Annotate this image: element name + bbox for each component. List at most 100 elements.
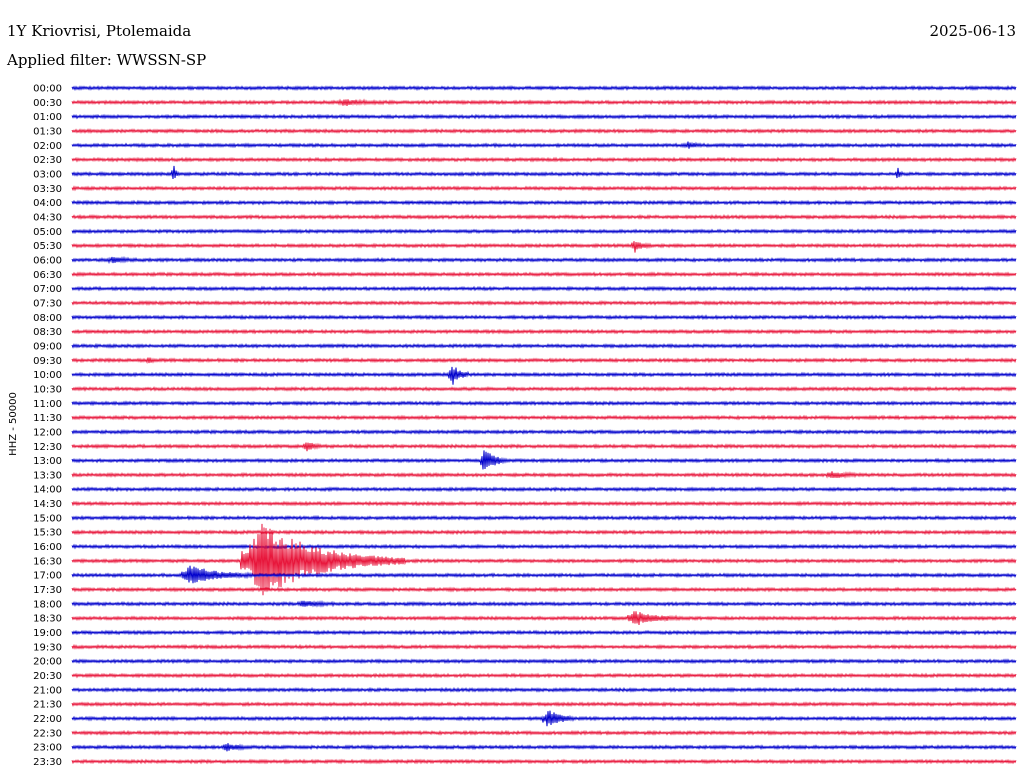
trace-0130: [71, 128, 1017, 135]
trace-2230: [71, 729, 1017, 736]
time-tick-label: 00:30: [33, 98, 62, 109]
time-tick-label: 19:00: [33, 628, 62, 639]
trace-1100: [71, 400, 1017, 407]
trace-0930: [71, 357, 1017, 364]
y-axis-label: HHZ - 50000: [8, 392, 19, 456]
trace-0900: [71, 342, 1017, 349]
time-tick-label: 23:30: [33, 757, 62, 768]
trace-1000: [71, 366, 1017, 385]
time-tick-label: 19:30: [33, 642, 62, 653]
trace-1330: [71, 471, 1017, 479]
time-tick-label: 16:30: [33, 556, 62, 567]
trace-1500: [71, 514, 1017, 521]
trace-2000: [71, 658, 1017, 665]
trace-0630: [71, 271, 1017, 278]
trace-0500: [71, 228, 1017, 235]
time-tick-label: 20:00: [33, 657, 62, 668]
trace-1030: [71, 386, 1017, 392]
time-tick-label: 21:30: [33, 700, 62, 711]
trace-0430: [71, 213, 1017, 221]
time-tick-label: 02:30: [33, 155, 62, 166]
time-tick-label: 06:30: [33, 270, 62, 281]
time-tick-label: 01:30: [33, 126, 62, 137]
time-tick-label: 04:30: [33, 212, 62, 223]
time-tick-label: 07:00: [33, 284, 62, 295]
trace-0100: [71, 113, 1017, 120]
time-tick-label: 11:30: [33, 413, 62, 424]
time-tick-label: 08:00: [33, 313, 62, 324]
time-tick-label: 06:00: [33, 255, 62, 266]
trace-0400: [71, 199, 1017, 206]
time-tick-label: 14:00: [33, 485, 62, 496]
station-title: 1Y Kriovrisi, Ptolemaida: [7, 22, 191, 40]
trace-0800: [71, 314, 1017, 321]
date-label: 2025-06-13: [930, 22, 1016, 40]
time-tick-label: 10:30: [33, 384, 62, 395]
trace-0330: [71, 185, 1017, 192]
time-tick-label: 05:30: [33, 241, 62, 252]
trace-1600: [71, 543, 1017, 550]
trace-0700: [71, 285, 1017, 292]
trace-0300: [71, 165, 1017, 180]
trace-0000: [71, 84, 1017, 92]
time-tick-label: 00:00: [33, 84, 62, 95]
seismic-traces: [71, 84, 1017, 765]
time-tick-label: 04:00: [33, 198, 62, 209]
trace-2330: [71, 758, 1017, 765]
trace-1530: [71, 529, 1017, 536]
time-tick-label: 20:30: [33, 671, 62, 682]
time-tick-label: 15:30: [33, 528, 62, 539]
time-tick-label: 14:30: [33, 499, 62, 510]
time-tick-label: 12:30: [33, 442, 62, 453]
time-tick-label: 05:00: [33, 227, 62, 238]
trace-1930: [71, 643, 1017, 650]
time-tick-label: 08:30: [33, 327, 62, 338]
time-tick-label: 07:30: [33, 298, 62, 309]
time-tick-label: 15:00: [33, 513, 62, 524]
time-tick-label: 12:00: [33, 427, 62, 438]
time-tick-label: 21:00: [33, 685, 62, 696]
trace-2030: [71, 672, 1017, 679]
trace-2200: [71, 710, 1017, 727]
trace-2300: [71, 743, 1017, 752]
trace-1230: [71, 442, 1017, 452]
trace-1130: [71, 414, 1017, 421]
time-tick-label: 11:00: [33, 399, 62, 410]
time-tick-label: 16:00: [33, 542, 62, 553]
time-tick-labels: 00:00 00:30 01:00 01:30 02:00 02:30 03:00 03:30…: [33, 84, 62, 769]
time-tick-label: 02:00: [33, 141, 62, 152]
time-tick-label: 18:30: [33, 614, 62, 625]
filter-label: Applied filter: WWSSN-SP: [6, 51, 206, 69]
time-tick-label: 13:30: [33, 470, 62, 481]
time-tick-label: 03:00: [33, 169, 62, 180]
time-tick-label: 01:00: [33, 112, 62, 123]
time-tick-label: 10:00: [33, 370, 62, 381]
trace-1400: [71, 486, 1017, 493]
time-tick-label: 13:00: [33, 456, 62, 467]
trace-0730: [71, 299, 1017, 307]
trace-0030: [71, 98, 1017, 107]
trace-1430: [71, 500, 1017, 507]
time-tick-label: 03:30: [33, 184, 62, 195]
time-tick-label: 17:00: [33, 571, 62, 582]
time-tick-label: 22:00: [33, 714, 62, 725]
trace-0200: [71, 141, 1017, 149]
time-tick-label: 17:30: [33, 585, 62, 596]
time-tick-label: 18:00: [33, 599, 62, 610]
trace-0530: [71, 241, 1017, 253]
trace-1200: [71, 428, 1017, 435]
time-tick-label: 23:00: [33, 743, 62, 754]
trace-1800: [71, 600, 1017, 608]
trace-1630: [71, 523, 1017, 596]
trace-2100: [71, 686, 1017, 693]
trace-0600: [71, 255, 1017, 265]
trace-1300: [71, 450, 1017, 470]
trace-1730: [71, 586, 1017, 593]
trace-1900: [71, 629, 1017, 636]
trace-0230: [71, 156, 1017, 163]
trace-0830: [71, 328, 1017, 335]
time-tick-label: 22:30: [33, 728, 62, 739]
trace-1830: [71, 611, 1017, 626]
time-tick-label: 09:30: [33, 356, 62, 367]
